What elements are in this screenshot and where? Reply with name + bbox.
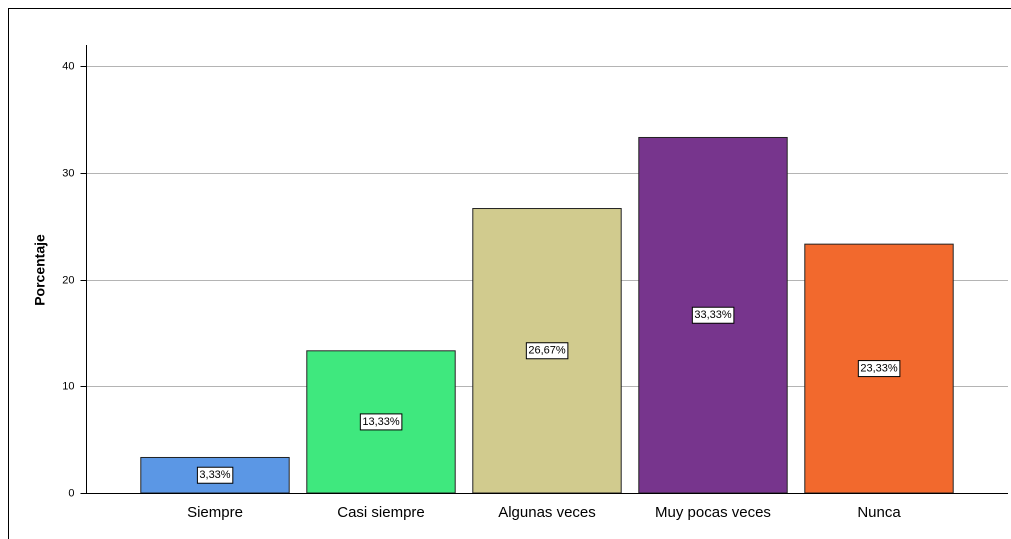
value-label: 13,33% (362, 416, 400, 428)
y-tick-label: 0 (68, 487, 74, 499)
value-label: 33,33% (694, 309, 732, 321)
value-label-box (525, 342, 569, 360)
value-label: 3,33% (199, 469, 230, 481)
x-tick-label: Algunas veces (498, 504, 596, 521)
value-label-box (196, 466, 234, 484)
x-tick-label: Muy pocas veces (655, 504, 771, 521)
value-label-box (857, 360, 901, 378)
bar (638, 136, 788, 494)
value-label: 23,33% (860, 362, 898, 374)
x-tick-label: Nunca (857, 504, 901, 521)
y-tick-label: 10 (62, 380, 74, 392)
y-tick-label: 40 (62, 60, 74, 72)
y-tick-label: 20 (62, 274, 74, 286)
value-label: 26,67% (528, 345, 566, 357)
x-tick-label: Siempre (187, 504, 243, 521)
x-tick-label: Casi siempre (337, 504, 425, 521)
y-tick-label: 30 (62, 167, 74, 179)
y-axis-title: Porcentaje (32, 234, 48, 306)
value-label-box (359, 413, 403, 431)
value-label-box (691, 306, 735, 324)
